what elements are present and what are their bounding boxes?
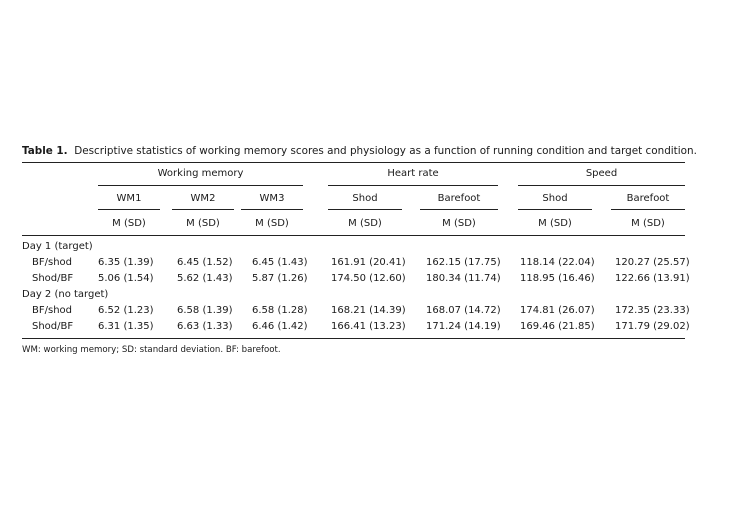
- group-header-speed: Speed: [585, 168, 618, 179]
- table-cell: 5.87 (1.26): [252, 273, 308, 284]
- table-cell: 6.63 (1.33): [177, 321, 233, 332]
- subheader-wm2: WM2: [190, 193, 216, 204]
- subheader-rule-wm3: [241, 209, 303, 210]
- table-cell: 6.45 (1.52): [177, 257, 233, 268]
- row-label: Shod/BF: [32, 273, 74, 284]
- table-cell: 5.06 (1.54): [98, 273, 154, 284]
- bottom-rule: [22, 338, 685, 339]
- group-header-heart-rate: Heart rate: [387, 168, 439, 179]
- row-label: BF/shod: [32, 257, 72, 268]
- table-cell: 172.35 (23.33): [615, 305, 690, 316]
- table-cell: 120.27 (25.57): [615, 257, 690, 268]
- table-cell: 162.15 (17.75): [426, 257, 501, 268]
- group-header-working-memory: Working memory: [157, 168, 244, 179]
- row-label: BF/shod: [32, 305, 72, 316]
- subheader-speed-shod: Shod: [542, 193, 568, 204]
- table-cell: 161.91 (20.41): [331, 257, 406, 268]
- subheader-rule-wm2: [172, 209, 234, 210]
- table-cell: 6.31 (1.35): [98, 321, 154, 332]
- subheader-hr-barefoot: Barefoot: [437, 193, 481, 204]
- stat-label-hr-barefoot: M (SD): [442, 218, 476, 229]
- row-label: Shod/BF: [32, 321, 74, 332]
- table-cell: 174.50 (12.60): [331, 273, 406, 284]
- group-rule-heart-rate: [328, 185, 498, 186]
- table-cell: 6.58 (1.28): [252, 305, 308, 316]
- table-cell: 6.45 (1.43): [252, 257, 308, 268]
- table-cell: 171.24 (14.19): [426, 321, 501, 332]
- stat-label-speed-shod: M (SD): [538, 218, 572, 229]
- subheader-rule-speed-shod: [518, 209, 592, 210]
- table-cell: 168.07 (14.72): [426, 305, 501, 316]
- subheader-rule-hr-barefoot: [420, 209, 498, 210]
- header-bottom-rule: [22, 235, 685, 236]
- table-figure: Table 1. Descriptive statistics of worki…: [22, 144, 697, 355]
- table-cell: 174.81 (26.07): [520, 305, 595, 316]
- subheader-rule-hr-shod: [328, 209, 402, 210]
- subheader-rule-speed-barefoot: [611, 209, 685, 210]
- table-footnote: WM: working memory; SD: standard deviati…: [22, 345, 281, 355]
- table-cell: 118.95 (16.46): [520, 273, 595, 284]
- table-cell: 118.14 (22.04): [520, 257, 595, 268]
- table-caption: Table 1. Descriptive statistics of worki…: [22, 144, 697, 158]
- table-cell: 6.35 (1.39): [98, 257, 154, 268]
- group-rule-working-memory: [98, 185, 303, 186]
- group-rule-speed: [518, 185, 685, 186]
- subheader-wm3: WM3: [259, 193, 285, 204]
- section-title-day1: Day 1 (target): [22, 241, 93, 252]
- stat-label-wm2: M (SD): [186, 218, 220, 229]
- top-rule: [22, 162, 685, 163]
- stat-label-wm3: M (SD): [255, 218, 289, 229]
- stat-label-speed-barefoot: M (SD): [631, 218, 665, 229]
- stat-label-hr-shod: M (SD): [348, 218, 382, 229]
- table-cell: 180.34 (11.74): [426, 273, 501, 284]
- subheader-hr-shod: Shod: [352, 193, 378, 204]
- table-cell: 169.46 (21.85): [520, 321, 595, 332]
- subheader-speed-barefoot: Barefoot: [626, 193, 670, 204]
- section-title-day2: Day 2 (no target): [22, 289, 109, 300]
- table-cell: 6.52 (1.23): [98, 305, 154, 316]
- table-cell: 122.66 (13.91): [615, 273, 690, 284]
- table-cell: 5.62 (1.43): [177, 273, 233, 284]
- table-cell: 6.58 (1.39): [177, 305, 233, 316]
- subheader-rule-wm1: [98, 209, 160, 210]
- subheader-wm1: WM1: [116, 193, 142, 204]
- table-cell: 168.21 (14.39): [331, 305, 406, 316]
- table-caption-text: Descriptive statistics of working memory…: [74, 145, 697, 157]
- table-cell: 6.46 (1.42): [252, 321, 308, 332]
- table-caption-label: Table 1.: [22, 145, 68, 157]
- table-cell: 171.79 (29.02): [615, 321, 690, 332]
- stat-label-wm1: M (SD): [112, 218, 146, 229]
- table-cell: 166.41 (13.23): [331, 321, 406, 332]
